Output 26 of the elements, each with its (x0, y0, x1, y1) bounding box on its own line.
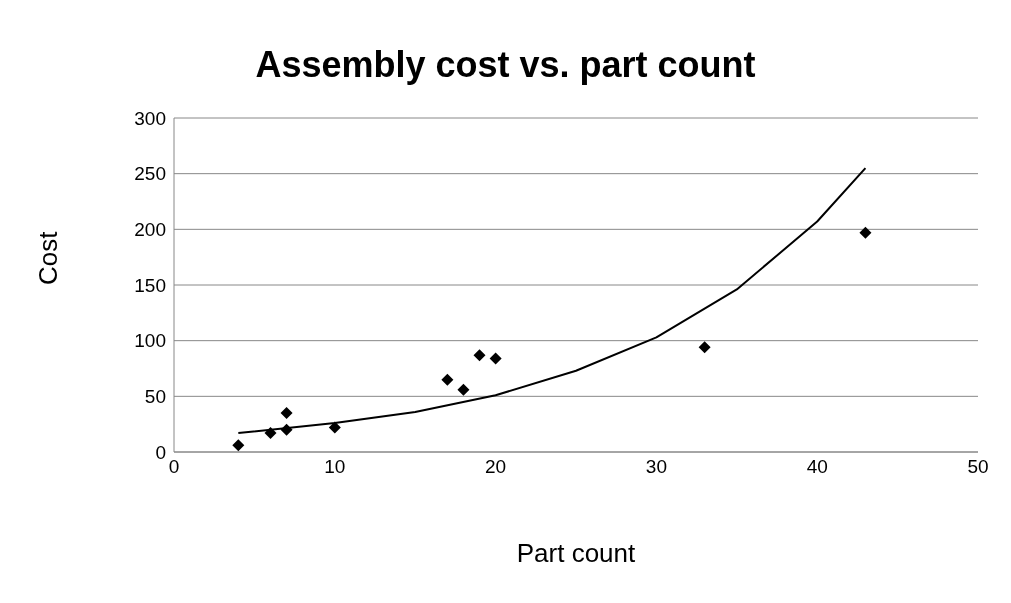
chart-title: Assembly cost vs. part count (254, 44, 757, 86)
point (232, 439, 245, 452)
y-tick-label: 0 (155, 441, 166, 463)
y-tick-label: 100 (134, 330, 166, 352)
x-tick-label: 0 (168, 456, 180, 478)
x-tick-label: 20 (485, 456, 507, 478)
point (489, 352, 502, 365)
x-tick-label: 50 (967, 456, 989, 478)
y-tick-label: 300 (134, 107, 166, 129)
x-tick-label: 30 (645, 456, 667, 478)
point (457, 383, 470, 396)
point (698, 341, 711, 354)
point (280, 407, 293, 420)
point (859, 226, 872, 239)
point (441, 373, 454, 386)
point (473, 349, 486, 362)
point (328, 421, 341, 434)
y-tick-label: 150 (134, 274, 166, 296)
x-axis-title: Part count (516, 538, 637, 568)
y-tick-label: 200 (134, 219, 166, 241)
x-tick-label: 10 (324, 456, 346, 478)
y-tick-label: 250 (134, 163, 166, 185)
line-series (237, 167, 867, 435)
y-tick-label: 50 (144, 386, 166, 408)
y-axis-title: Cost (33, 230, 64, 285)
x-tick-label: 40 (806, 456, 828, 478)
